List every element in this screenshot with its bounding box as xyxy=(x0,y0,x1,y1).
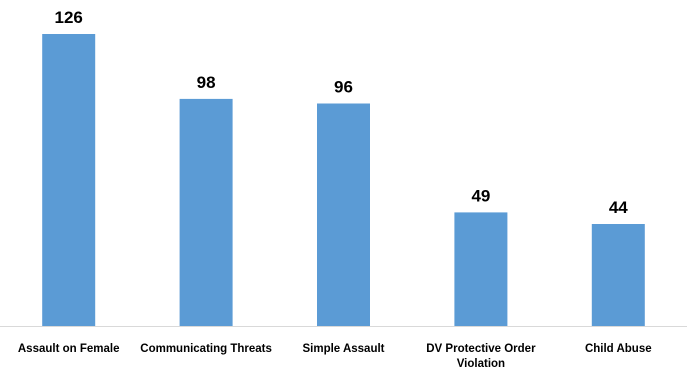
category-label-0: Assault on Female xyxy=(18,343,120,355)
value-label-1: 98 xyxy=(197,73,216,92)
category-label-3: DV Protective Order Violation xyxy=(426,343,536,370)
category-label-4: Child Abuse xyxy=(585,343,652,355)
bar-1 xyxy=(179,98,233,327)
value-labels-group: 126 98 96 49 44 xyxy=(55,8,629,217)
value-label-4: 44 xyxy=(609,198,628,217)
bar-0 xyxy=(42,34,96,326)
bar-3 xyxy=(454,212,508,326)
value-label-3: 49 xyxy=(471,186,490,205)
bars-group xyxy=(42,34,645,327)
bar-2 xyxy=(317,103,370,326)
category-labels-group: Assault on Female Communicating Threats Si… xyxy=(18,343,652,370)
bar-4 xyxy=(591,224,645,326)
value-label-2: 96 xyxy=(334,78,353,97)
category-label-2: Simple Assault xyxy=(302,343,384,355)
category-label-1: Communicating Threats xyxy=(140,343,272,355)
value-label-0: 126 xyxy=(55,8,83,27)
